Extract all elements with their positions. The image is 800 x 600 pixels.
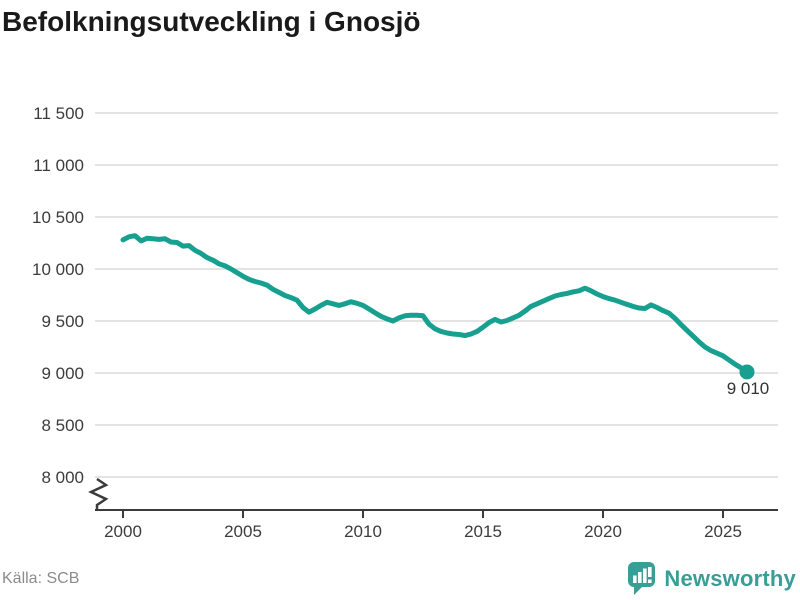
y-axis-tick-label: 9 000	[41, 364, 84, 383]
x-axis-tick-label: 2010	[344, 522, 382, 541]
y-axis-tick-label: 10 500	[32, 208, 84, 227]
x-axis-tick-label: 2015	[464, 522, 502, 541]
newsworthy-logo-text: Newsworthy	[664, 565, 796, 591]
x-axis-tick-label: 2005	[224, 522, 262, 541]
newsworthy-logo: Newsworthy	[627, 561, 796, 596]
x-axis-tick-label: 2000	[104, 522, 142, 541]
y-axis-tick-label: 11 000	[33, 156, 84, 175]
source-credit: Källa: SCB	[2, 570, 80, 587]
y-axis-tick-label: 8 000	[41, 468, 84, 487]
newsworthy-logo-icon	[628, 562, 656, 595]
x-axis-tick-label: 2025	[704, 522, 742, 541]
population-line-series	[120, 233, 750, 375]
x-axis-tick-label: 2020	[584, 522, 622, 541]
y-axis-tick-label: 10 000	[32, 260, 84, 279]
y-axis-tick-label: 8 500	[41, 416, 84, 435]
y-axis-tick-label: 9 500	[41, 312, 84, 331]
end-point-dot	[739, 364, 755, 380]
end-value-label: 9 010	[727, 379, 770, 398]
chart-title: Befolkningsutveckling i Gnosjö	[2, 6, 421, 37]
y-axis-break-mark	[88, 477, 109, 510]
y-axis-tick-label: 11 500	[33, 104, 84, 123]
